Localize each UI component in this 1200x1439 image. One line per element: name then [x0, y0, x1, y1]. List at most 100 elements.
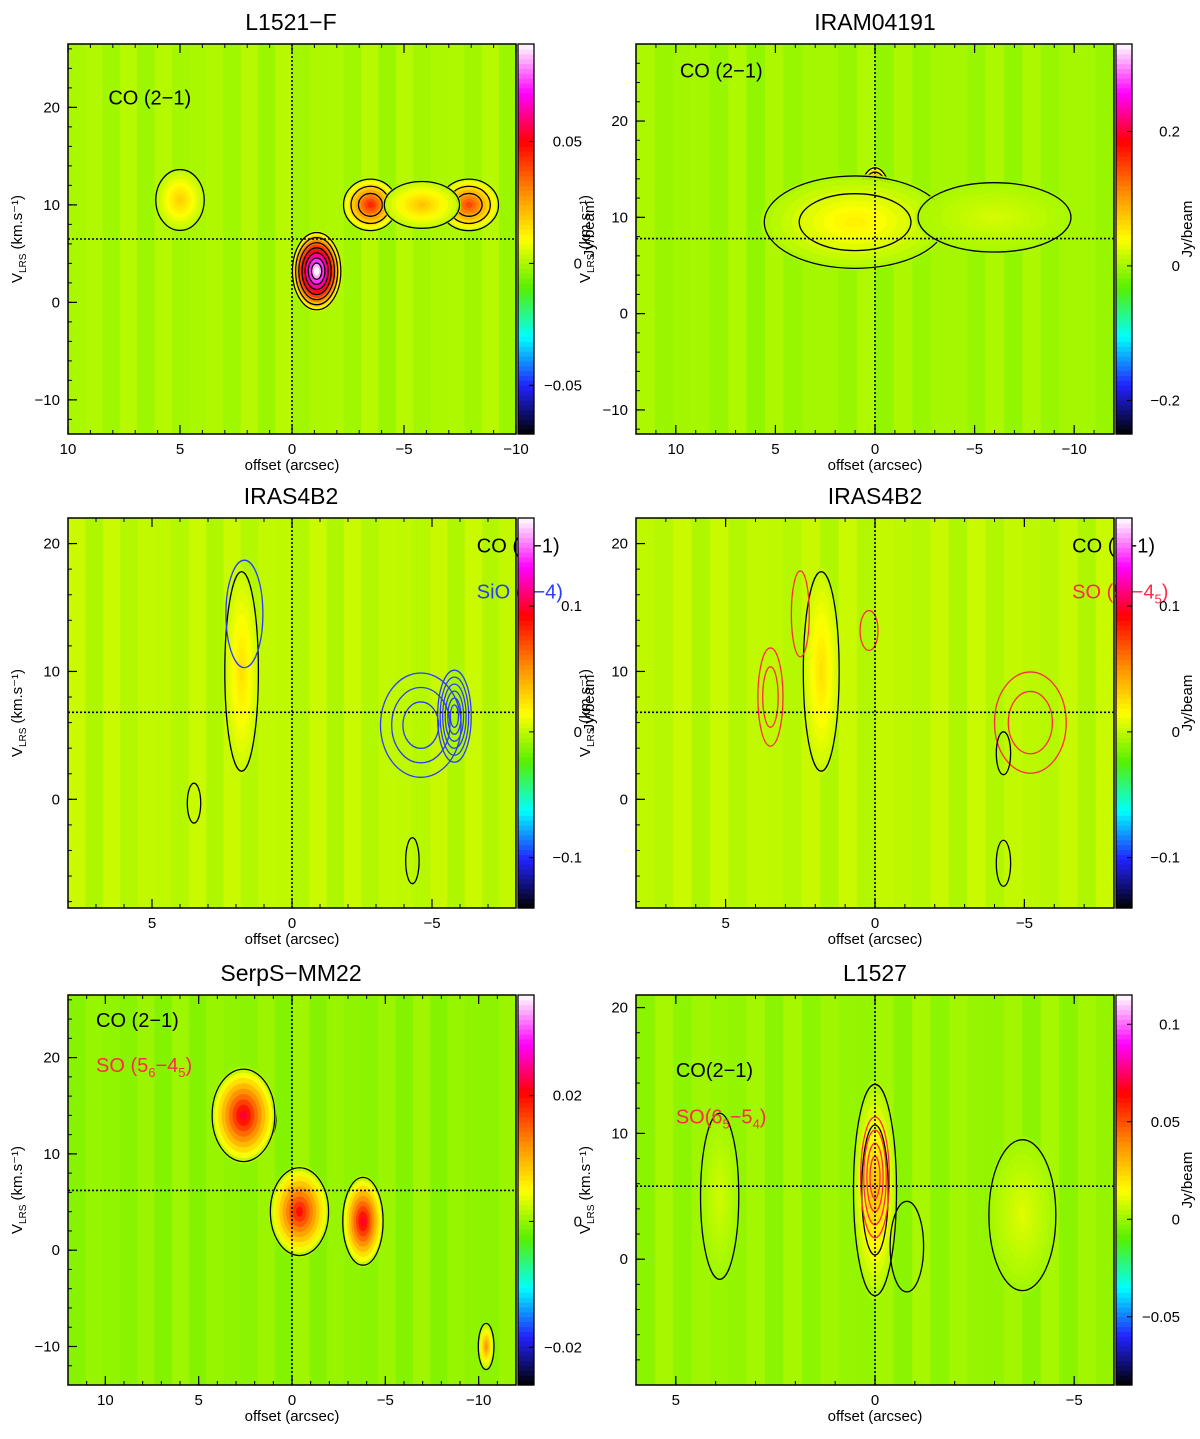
panel-title: IRAM04191: [814, 9, 935, 35]
noise-band: [709, 44, 729, 434]
colorbar-segment: [518, 1248, 534, 1254]
colorbar-segment: [1116, 1160, 1132, 1167]
y-tick-label: 10: [43, 197, 60, 214]
colorbar-segment: [1116, 1102, 1132, 1108]
x-tick-label: 5: [771, 441, 779, 458]
colorbar-segment: [1116, 888, 1132, 894]
colorbar-segment: [518, 586, 534, 592]
colorbar-segment: [1116, 1272, 1132, 1279]
y-tick-label: 10: [611, 1125, 628, 1142]
colorbar-segment: [518, 1199, 534, 1206]
colorbar-segment: [1116, 1112, 1132, 1118]
colorbar-segment: [1116, 1209, 1132, 1215]
noise-band: [498, 518, 516, 908]
x-tick-label: −5: [1016, 915, 1033, 932]
colorbar-segment: [518, 737, 534, 743]
colorbar-segment: [1116, 722, 1132, 729]
colorbar-segment: [1116, 654, 1132, 660]
colorbar-label: Jy/beam: [1179, 675, 1196, 732]
colorbar-segment: [518, 1190, 534, 1196]
colorbar-segment: [1116, 635, 1132, 641]
colorbar-segment: [1116, 859, 1132, 865]
colorbar-segment: [518, 518, 534, 524]
colorbar-segment: [518, 1165, 534, 1172]
colorbar-segment: [1116, 180, 1132, 186]
noise-band: [205, 518, 225, 908]
colorbar-segment: [518, 273, 534, 279]
y-tick-label: 0: [620, 306, 628, 323]
colorbar-segment: [518, 1063, 534, 1069]
colorbar-segment: [1116, 581, 1132, 587]
colorbar-segment: [518, 999, 534, 1006]
colorbar-segment: [518, 1092, 534, 1098]
colorbar-segment: [518, 1082, 534, 1089]
line-label: CO (2−1): [680, 61, 763, 83]
colorbar-segment: [518, 571, 534, 578]
co-contour: [383, 180, 461, 229]
colorbar-tick-label: 0.1: [1159, 598, 1180, 615]
emission-fill: [872, 1177, 878, 1203]
colorbar-frame: [1115, 43, 1133, 435]
colorbar-segment: [518, 844, 534, 851]
colorbar-segment: [518, 419, 534, 425]
colorbar-segment: [518, 1277, 534, 1284]
colorbar-segment: [1116, 97, 1132, 104]
colorbar-segment: [518, 1155, 534, 1162]
colorbar-segment: [518, 307, 534, 313]
colorbar-segment: [1116, 102, 1132, 108]
emission-fill: [417, 202, 427, 208]
plot-inner: [68, 995, 516, 1385]
colorbar-segment: [1116, 219, 1132, 225]
y-tick-label: −10: [35, 392, 60, 409]
colorbar-segment: [1116, 1121, 1132, 1128]
colorbar-segment: [518, 703, 534, 709]
noise-band: [819, 995, 840, 1385]
panel-title: L1521−F: [245, 9, 336, 35]
noise-band: [257, 44, 276, 434]
colorbar-segment: [1116, 557, 1132, 563]
co-contour: [798, 193, 912, 252]
colorbar-segment: [1116, 1194, 1132, 1201]
colorbar-segment: [1116, 1316, 1132, 1323]
colorbar-segment: [518, 800, 534, 807]
colorbar-segment: [1116, 243, 1132, 250]
colorbar-segment: [1116, 390, 1132, 396]
colorbar-segment: [518, 1097, 534, 1103]
noise-band: [838, 518, 858, 908]
colorbar-segment: [518, 1194, 534, 1201]
colorbar-segment: [518, 48, 534, 55]
noise-band: [360, 44, 380, 434]
colorbar-segment: [518, 83, 534, 89]
so-contour: [859, 609, 879, 652]
colorbar-segment: [1116, 156, 1132, 162]
noise-band: [930, 518, 950, 908]
colorbar-segment: [1116, 356, 1132, 362]
noise-band: [429, 44, 449, 434]
colorbar-segment: [518, 161, 534, 167]
colorbar-segment: [518, 747, 534, 753]
colorbar-segment: [518, 268, 534, 274]
colorbar-segment: [518, 805, 534, 812]
noise-band: [764, 995, 785, 1385]
colorbar-segment: [1116, 136, 1132, 143]
colorbar-segment: [518, 131, 534, 138]
colorbar-segment: [1116, 1336, 1132, 1342]
colorbar-segment: [518, 883, 534, 890]
colorbar-segment: [518, 1116, 534, 1123]
colorbar-tick-label: 0: [1172, 258, 1180, 275]
colorbar-segment: [1116, 87, 1132, 94]
co-contour: [307, 257, 326, 286]
colorbar-segment: [1116, 1004, 1132, 1011]
colorbar-segment: [518, 766, 534, 773]
co-contour: [889, 1200, 925, 1293]
colorbar-segment: [1116, 326, 1132, 333]
line-label-part: ): [186, 1055, 193, 1077]
colorbar-segment: [1116, 117, 1132, 123]
co-contour: [155, 168, 205, 232]
colorbar-segment: [1116, 1180, 1132, 1186]
colorbar-segment: [518, 854, 534, 860]
colorbar-segment: [1116, 1190, 1132, 1196]
co-contour: [405, 837, 420, 885]
colorbar-segment: [518, 146, 534, 152]
line-label: CO(2−1): [676, 1060, 753, 1082]
